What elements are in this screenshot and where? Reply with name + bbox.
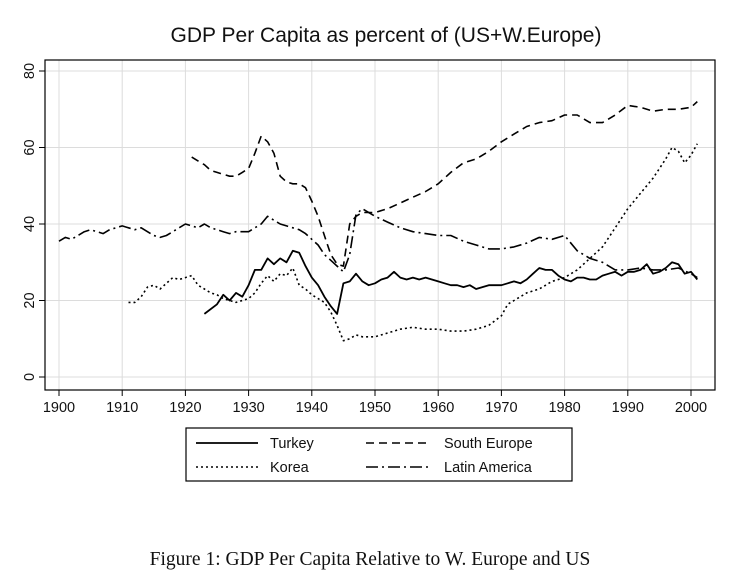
legend-box <box>185 427 573 482</box>
x-tick-label-2000: 2000 <box>675 400 707 416</box>
y-axis: 0 20 40 60 80 <box>22 63 45 381</box>
y-tick-label-80: 80 <box>22 63 38 79</box>
legend-label-korea: Korea <box>270 460 310 476</box>
x-axis: 1900 1910 1920 1930 1940 1950 1960 1970 1980 1990… <box>43 390 707 416</box>
series-line-latin-america <box>58 207 698 279</box>
legend: Turkey South Europe Korea Latin America <box>185 427 573 482</box>
y-tick-label-40: 40 <box>22 216 38 232</box>
x-tick-label-1950: 1950 <box>359 400 391 416</box>
x-tick-label-1910: 1910 <box>106 400 138 416</box>
plot-frame <box>44 59 716 391</box>
figure-caption: Figure 1: GDP Per Capita Relative to W. … <box>149 549 591 570</box>
series-line-south-europe <box>191 101 698 267</box>
legend-label-latin-america: Latin America <box>444 460 533 476</box>
gdp-chart: GDP Per Capita as percent of (US+W.Europ… <box>22 24 716 482</box>
legend-label-south-europe: South Europe <box>444 436 533 452</box>
x-tick-label-1970: 1970 <box>485 400 517 416</box>
x-tick-label-1990: 1990 <box>612 400 644 416</box>
chart-title: GDP Per Capita as percent of (US+W.Europ… <box>171 24 602 47</box>
grid-lines <box>45 60 715 390</box>
series-line-turkey <box>203 249 698 315</box>
y-tick-label-20: 20 <box>22 292 38 308</box>
x-tick-label-1960: 1960 <box>422 400 454 416</box>
x-tick-label-1920: 1920 <box>169 400 201 416</box>
x-tick-label-1900: 1900 <box>43 400 75 416</box>
y-tick-label-60: 60 <box>22 139 38 155</box>
x-tick-label-1940: 1940 <box>296 400 328 416</box>
x-tick-label-1980: 1980 <box>548 400 580 416</box>
series-line-korea <box>128 143 699 342</box>
series-lines <box>58 101 699 342</box>
y-tick-label-0: 0 <box>22 373 38 381</box>
legend-label-turkey: Turkey <box>270 436 315 452</box>
x-tick-label-1930: 1930 <box>232 400 264 416</box>
